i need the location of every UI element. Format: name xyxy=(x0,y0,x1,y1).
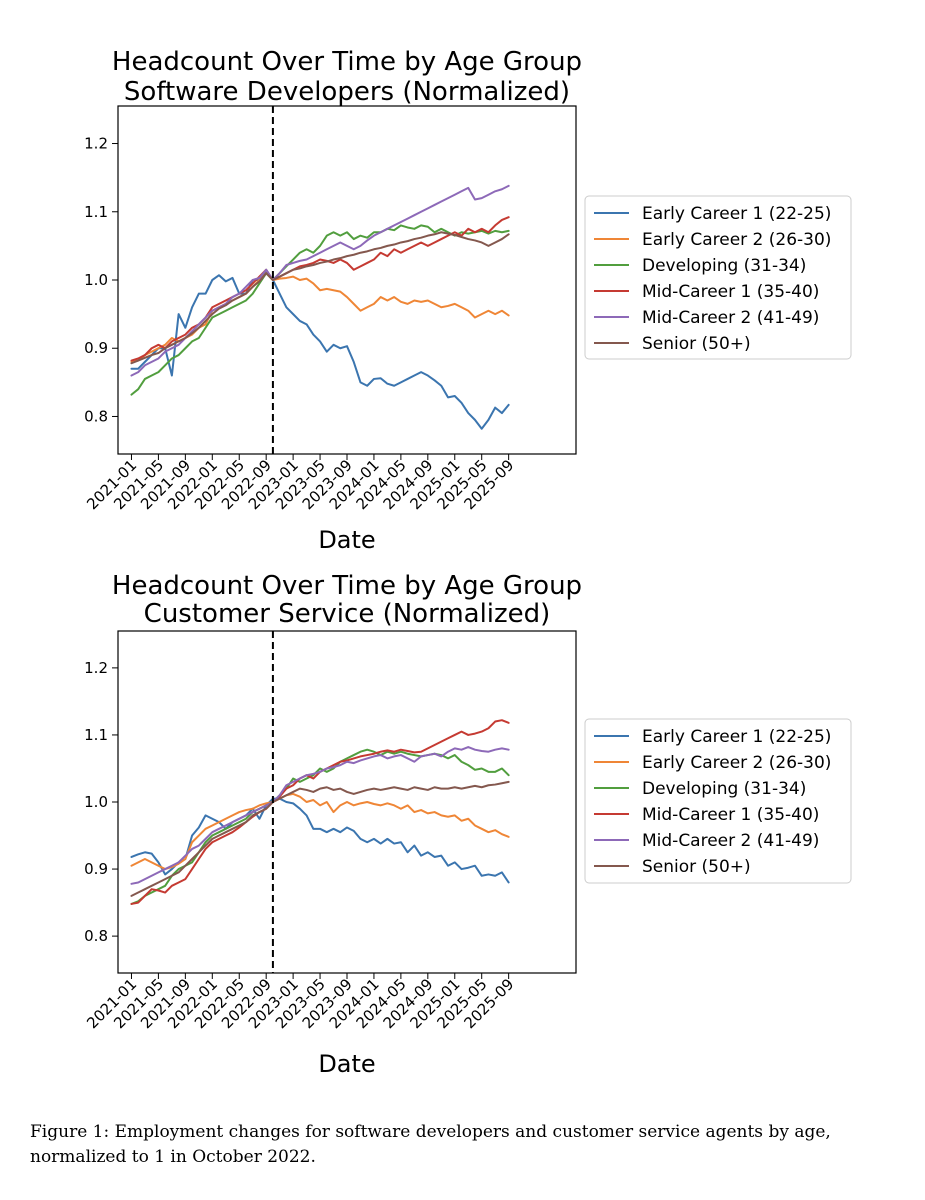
series-line-developing xyxy=(130,748,510,905)
y-tick-label: 1.1 xyxy=(84,726,108,744)
series-line-senior xyxy=(130,231,510,365)
series-line-mid1 xyxy=(130,216,510,362)
legend-label: Early Career 2 (26-30) xyxy=(642,230,831,250)
legend-label: Senior (50+) xyxy=(642,334,751,354)
x-axis-label: Date xyxy=(318,526,375,554)
figure-caption: Figure 1: Employment changes for softwar… xyxy=(30,1122,831,1167)
chart-software-developers: Headcount Over Time by Age GroupSoftware… xyxy=(83,47,852,554)
y-tick-label: 0.8 xyxy=(84,407,108,425)
legend-label: Mid-Career 1 (35-40) xyxy=(642,282,819,302)
series-line-mid2 xyxy=(130,746,510,885)
y-tick-label: 0.9 xyxy=(84,860,108,878)
chart-title-line: Customer Service (Normalized) xyxy=(144,599,551,629)
legend-frame xyxy=(584,195,852,360)
figure-canvas: Headcount Over Time by Age GroupSoftware… xyxy=(83,47,852,1078)
series-group xyxy=(130,719,510,905)
legend: Early Career 1 (22-25) Early Career 2 (26… xyxy=(584,718,852,884)
series-line-early1 xyxy=(130,797,510,884)
legend-label: Mid-Career 2 (41-49) xyxy=(642,831,819,851)
y-tick-label: 0.9 xyxy=(84,339,108,357)
legend-label: Early Career 1 (22-25) xyxy=(642,204,831,224)
legend-frame xyxy=(584,718,852,884)
legend-label: Mid-Career 2 (41-49) xyxy=(642,308,819,328)
legend-label: Early Career 1 (22-25) xyxy=(642,727,831,747)
plot-frame xyxy=(117,105,577,455)
chart-title-line: Headcount Over Time by Age Group xyxy=(112,571,582,601)
legend: Early Career 1 (22-25) Early Career 2 (26… xyxy=(584,195,852,360)
chart-customer-service: Headcount Over Time by Age GroupCustomer… xyxy=(83,571,852,1078)
y-tick-label: 0.8 xyxy=(84,927,108,945)
legend-label: Developing (31-34) xyxy=(642,779,806,799)
series-line-developing xyxy=(130,224,510,396)
series-group xyxy=(130,184,510,430)
legend-label: Developing (31-34) xyxy=(642,256,806,276)
legend-label: Early Career 2 (26-30) xyxy=(642,753,831,773)
legend-label: Senior (50+) xyxy=(642,857,751,877)
series-line-mid1 xyxy=(130,719,510,905)
series-line-early2 xyxy=(130,792,510,871)
x-axis-label: Date xyxy=(318,1050,375,1078)
y-tick-label: 1.2 xyxy=(84,659,108,677)
y-tick-label: 1.2 xyxy=(84,135,108,153)
chart-title-line: Headcount Over Time by Age Group xyxy=(112,47,582,77)
series-line-early1 xyxy=(130,268,510,430)
y-tick-label: 1.1 xyxy=(84,203,108,221)
series-line-mid2 xyxy=(130,184,510,377)
y-tick-label: 1.0 xyxy=(84,271,108,289)
y-tick-label: 1.0 xyxy=(84,793,108,811)
legend-label: Mid-Career 1 (35-40) xyxy=(642,805,819,825)
series-line-senior xyxy=(130,780,510,897)
chart-title-line: Software Developers (Normalized) xyxy=(124,77,570,107)
